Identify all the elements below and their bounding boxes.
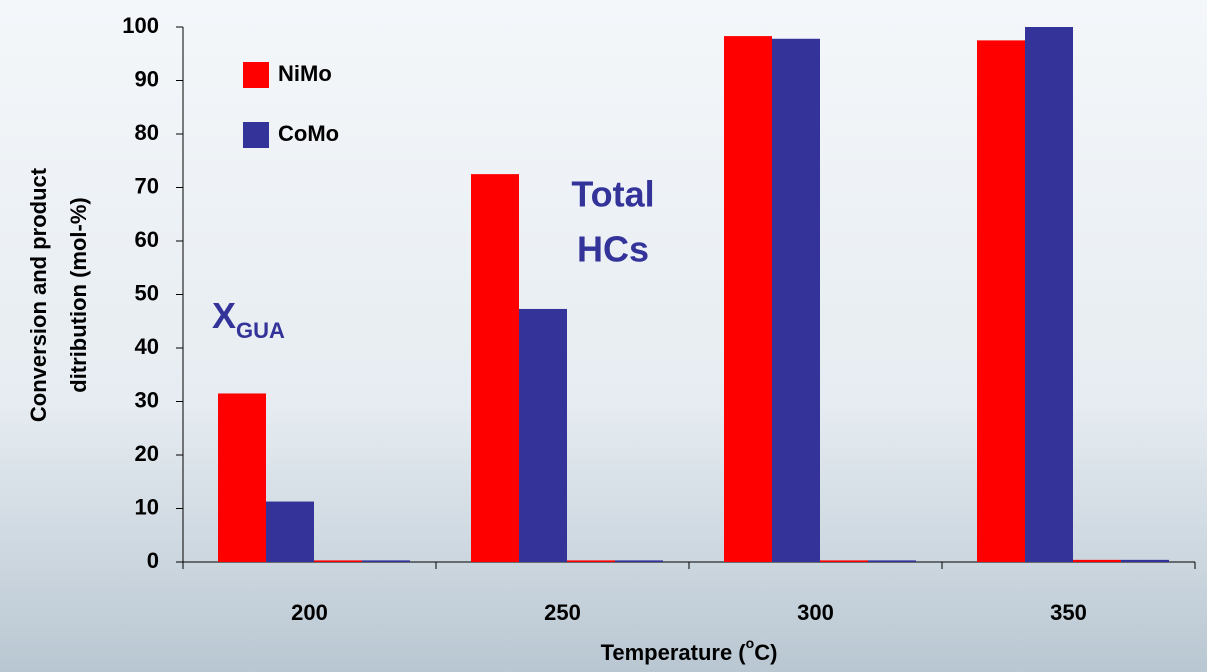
x-tick-label: 200	[291, 600, 328, 625]
y-tick-label: 30	[135, 387, 159, 412]
x-tick-label: 300	[797, 600, 834, 625]
y-axis-title-line: Conversion and product	[26, 167, 51, 422]
annotation: Total	[571, 174, 654, 215]
page: 0 10 20 30 40 50 60 70 80 90 100 200 250 300 350 NiMo Co…	[0, 0, 1207, 672]
bar	[820, 560, 868, 562]
bar	[1025, 27, 1073, 562]
bar	[772, 39, 820, 562]
bar	[977, 40, 1025, 562]
y-tick-label: 90	[135, 66, 159, 91]
bar	[266, 502, 314, 562]
y-tick-label: 70	[135, 173, 159, 198]
legend-swatch	[243, 122, 269, 148]
y-tick-label: 40	[135, 334, 159, 359]
x-axis-title-sup: o	[746, 635, 755, 651]
bar	[471, 174, 519, 562]
legend-label: CoMo	[278, 121, 339, 146]
bar	[868, 560, 916, 562]
y-tick-label: 100	[122, 13, 159, 38]
y-tick-label: 60	[135, 227, 159, 252]
bar	[362, 560, 410, 562]
annotation-main: X	[212, 295, 236, 336]
y-tick-label: 50	[135, 280, 159, 305]
y-axis-title-line: ditribution (mol-%)	[66, 197, 91, 393]
legend-swatch	[243, 62, 269, 88]
annotation: HCs	[577, 229, 649, 270]
legend-label: NiMo	[278, 61, 332, 86]
y-tick-label: 20	[135, 441, 159, 466]
bar	[1121, 560, 1169, 562]
bar	[218, 393, 266, 562]
bar	[567, 560, 615, 562]
x-axis-title-part: Temperature (	[601, 640, 747, 665]
bar	[519, 309, 567, 562]
y-tick-label: 10	[135, 494, 159, 519]
y-tick-label: 80	[135, 120, 159, 145]
bar	[724, 36, 772, 562]
bar	[314, 560, 362, 562]
x-tick-label: 250	[544, 600, 581, 625]
annotation-sub: GUA	[236, 318, 285, 343]
bar	[1073, 560, 1121, 562]
chart: 0 10 20 30 40 50 60 70 80 90 100 200 250 300 350 NiMo Co…	[0, 0, 1207, 672]
bar	[615, 560, 663, 562]
x-tick-label: 350	[1050, 600, 1087, 625]
x-axis-title-part: C)	[754, 640, 777, 665]
y-tick-label: 0	[147, 548, 159, 573]
